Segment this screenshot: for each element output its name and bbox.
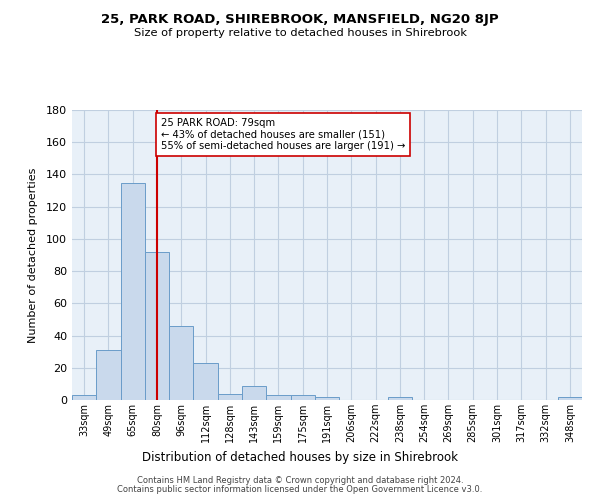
Bar	[96, 350, 121, 400]
Bar	[388, 397, 412, 400]
Bar	[218, 394, 242, 400]
Text: 25 PARK ROAD: 79sqm
← 43% of detached houses are smaller (151)
55% of semi-detac: 25 PARK ROAD: 79sqm ← 43% of detached ho…	[161, 118, 405, 152]
Bar	[193, 363, 218, 400]
Bar	[72, 395, 96, 400]
Bar	[266, 395, 290, 400]
Text: Distribution of detached houses by size in Shirebrook: Distribution of detached houses by size …	[142, 451, 458, 464]
Bar	[290, 395, 315, 400]
Bar	[145, 252, 169, 400]
Bar	[558, 397, 582, 400]
Bar	[242, 386, 266, 400]
Bar	[169, 326, 193, 400]
Bar	[121, 182, 145, 400]
Text: Contains public sector information licensed under the Open Government Licence v3: Contains public sector information licen…	[118, 485, 482, 494]
Y-axis label: Number of detached properties: Number of detached properties	[28, 168, 38, 342]
Bar	[315, 397, 339, 400]
Text: Contains HM Land Registry data © Crown copyright and database right 2024.: Contains HM Land Registry data © Crown c…	[137, 476, 463, 485]
Text: Size of property relative to detached houses in Shirebrook: Size of property relative to detached ho…	[133, 28, 467, 38]
Text: 25, PARK ROAD, SHIREBROOK, MANSFIELD, NG20 8JP: 25, PARK ROAD, SHIREBROOK, MANSFIELD, NG…	[101, 12, 499, 26]
